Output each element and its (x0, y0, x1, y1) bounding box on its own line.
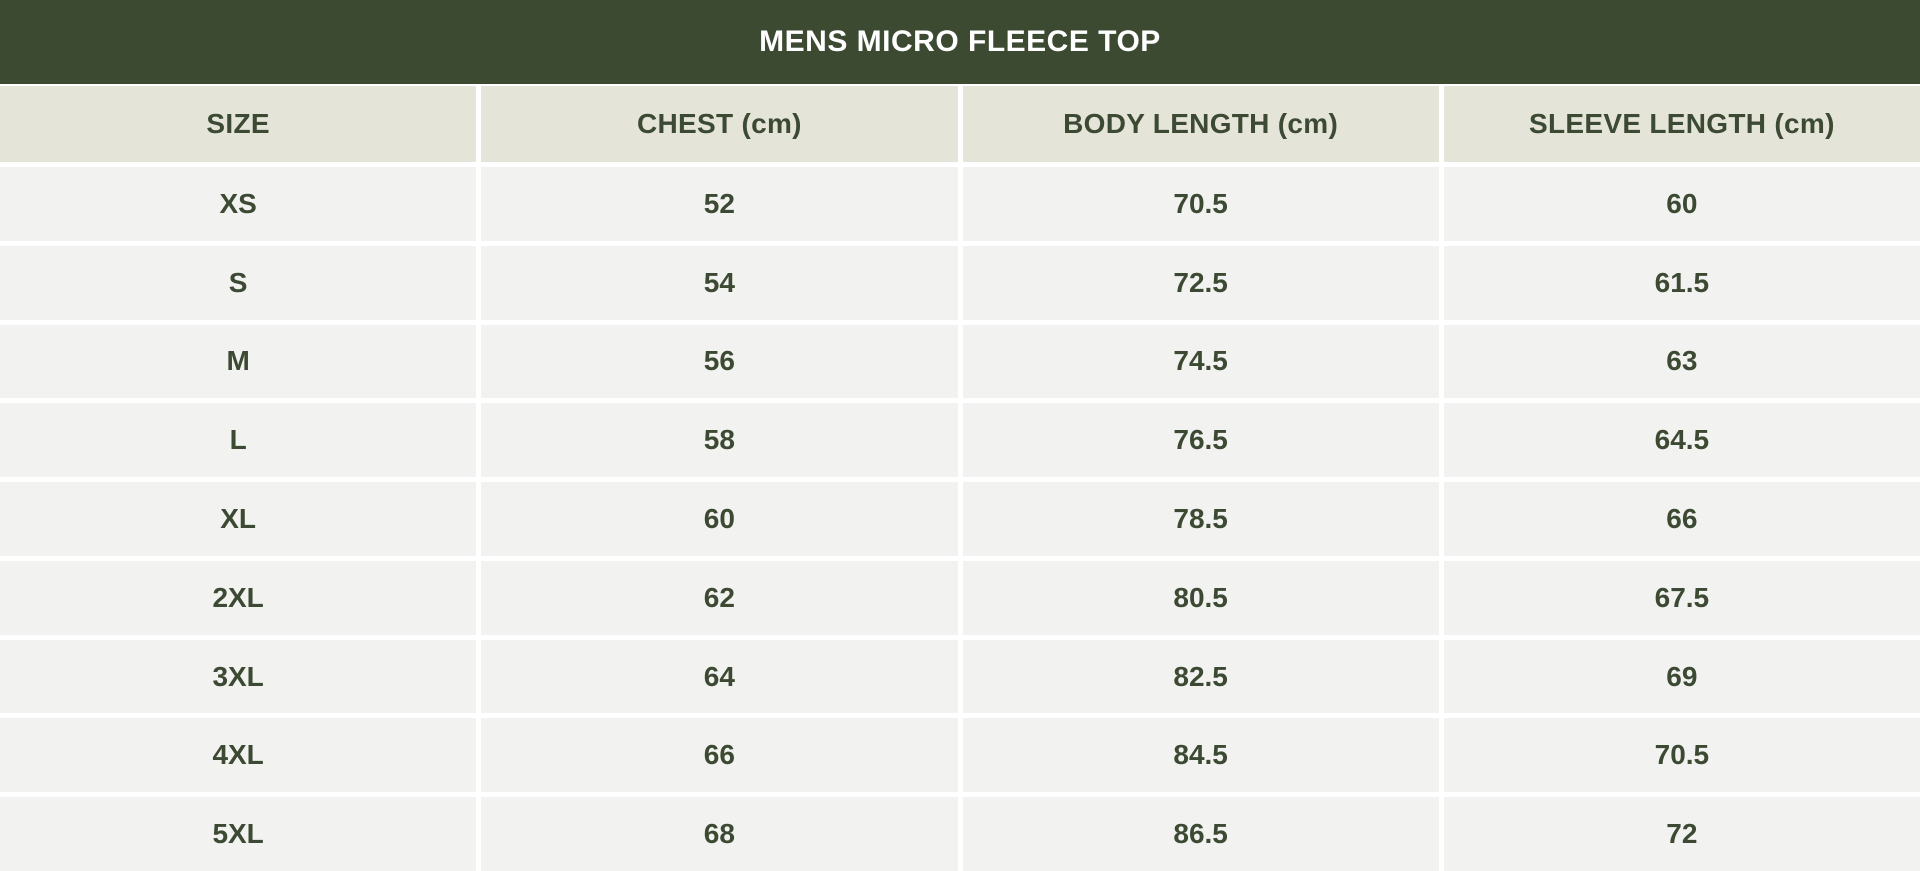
cell-size: S (0, 245, 477, 320)
column-header-body-length: BODY LENGTH (cm) (962, 86, 1439, 162)
column-header-size: SIZE (0, 86, 477, 162)
cell-size: XL (0, 482, 477, 556)
cell-sleeve-length: 70.5 (1443, 718, 1920, 793)
cell-size: 4XL (0, 718, 477, 793)
cell-chest: 58 (481, 403, 958, 478)
cell-body-length: 86.5 (962, 797, 1439, 871)
cell-sleeve-length: 69 (1443, 639, 1920, 714)
cell-body-length: 84.5 (962, 718, 1439, 793)
cell-body-length: 80.5 (962, 560, 1439, 635)
cell-body-length: 76.5 (962, 403, 1439, 478)
table-title-bar: MENS MICRO FLEECE TOP (0, 0, 1920, 84)
cell-chest: 54 (481, 245, 958, 320)
cell-size: XS (0, 167, 477, 241)
cell-sleeve-length: 60 (1443, 167, 1920, 241)
cell-chest: 66 (481, 718, 958, 793)
column-header-chest: CHEST (cm) (481, 86, 958, 162)
cell-body-length: 74.5 (962, 324, 1439, 399)
cell-size: M (0, 324, 477, 399)
cell-size: 5XL (0, 797, 477, 871)
cell-chest: 56 (481, 324, 958, 399)
cell-chest: 52 (481, 167, 958, 241)
cell-chest: 62 (481, 560, 958, 635)
size-chart-grid: SIZE CHEST (cm) BODY LENGTH (cm) SLEEVE … (0, 86, 1920, 871)
cell-body-length: 70.5 (962, 167, 1439, 241)
cell-sleeve-length: 61.5 (1443, 245, 1920, 320)
cell-body-length: 72.5 (962, 245, 1439, 320)
cell-sleeve-length: 64.5 (1443, 403, 1920, 478)
cell-chest: 60 (481, 482, 958, 556)
cell-size: 3XL (0, 639, 477, 714)
cell-chest: 64 (481, 639, 958, 714)
cell-sleeve-length: 72 (1443, 797, 1920, 871)
cell-size: L (0, 403, 477, 478)
table-title: MENS MICRO FLEECE TOP (759, 25, 1161, 58)
cell-body-length: 82.5 (962, 639, 1439, 714)
cell-size: 2XL (0, 560, 477, 635)
cell-sleeve-length: 67.5 (1443, 560, 1920, 635)
cell-body-length: 78.5 (962, 482, 1439, 556)
cell-sleeve-length: 63 (1443, 324, 1920, 399)
cell-sleeve-length: 66 (1443, 482, 1920, 556)
column-header-sleeve-length: SLEEVE LENGTH (cm) (1443, 86, 1920, 162)
cell-chest: 68 (481, 797, 958, 871)
